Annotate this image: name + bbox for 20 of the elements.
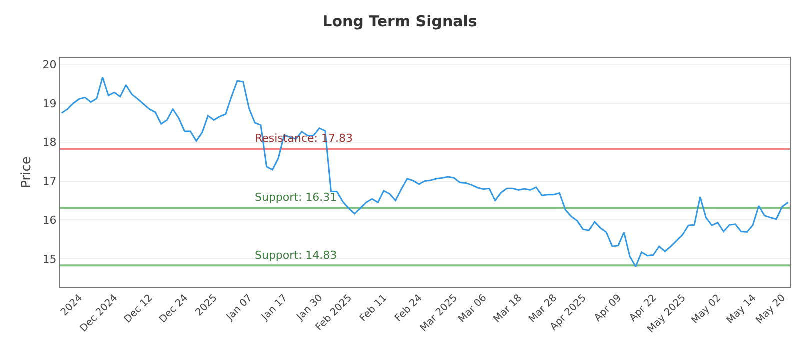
y-axis-title: Price xyxy=(20,156,35,188)
y-tick-label: 15 xyxy=(42,252,57,266)
chart-title: Long Term Signals xyxy=(322,12,478,30)
ref-line-label: Support: 16.31 xyxy=(255,191,338,204)
x-tick-label: Dec 24 xyxy=(158,292,190,326)
y-tick-label: 16 xyxy=(42,214,57,227)
x-tick-label: Apr 09 xyxy=(592,292,624,324)
ref-line-label: Support: 14.83 xyxy=(255,249,338,262)
y-tick-label: 18 xyxy=(42,136,57,150)
x-tick-label: Dec 12 xyxy=(122,292,156,326)
x-tick-label: Jan 07 xyxy=(224,292,255,324)
x-tick-label: Mar 06 xyxy=(456,292,490,326)
y-tick-label: 20 xyxy=(42,58,57,72)
line-series xyxy=(61,76,789,268)
x-tick-label: Jan 17 xyxy=(259,292,290,324)
y-tick-label: 17 xyxy=(42,175,57,188)
x-tick-label: Mar 18 xyxy=(492,292,524,326)
x-tick-label: Feb 11 xyxy=(358,292,390,324)
x-tick-label: Feb 24 xyxy=(393,292,425,324)
y-tick-label: 19 xyxy=(42,97,57,110)
